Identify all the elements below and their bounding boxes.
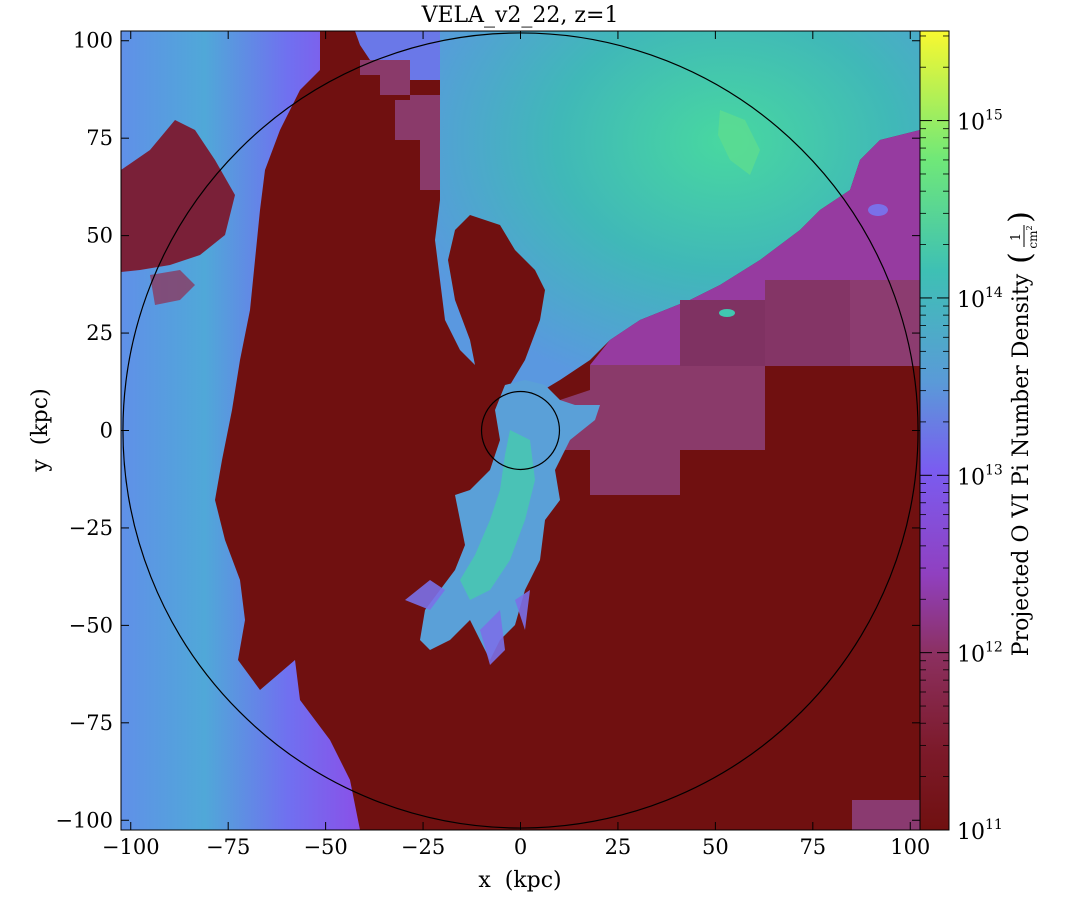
region-bottom-right-block xyxy=(852,800,920,830)
region-bright-streak xyxy=(718,110,760,175)
colorbar-tick-exponent: 12 xyxy=(985,640,1003,656)
colorbar-label-text: Projected O VI Pi Number Density xyxy=(1009,273,1034,656)
colorbar-units-denominator: cm2 xyxy=(1025,225,1040,248)
colorbar-tick-exponent: 14 xyxy=(985,285,1003,301)
colorbar-tick-exponent: 15 xyxy=(985,108,1003,124)
region-left-pocket xyxy=(121,120,235,272)
region-right-block-a xyxy=(850,280,920,366)
y-tick-label: −50 xyxy=(69,613,113,637)
y-tick-label: −100 xyxy=(55,808,113,832)
x-tick-label: −25 xyxy=(401,835,445,859)
x-axis-label: x (kpc) xyxy=(478,868,561,893)
colorbar-tick-label: 1014 xyxy=(957,285,1003,313)
x-axis-ticks: −100 −75 −50 −25 0 25 50 75 100 xyxy=(102,31,930,859)
colorbar-tick-base: 10 xyxy=(957,465,985,490)
colorbar-tick-exponent: 11 xyxy=(985,817,1003,833)
colorbar-tick-label: 1013 xyxy=(957,462,1003,490)
colorbar xyxy=(919,30,950,831)
x-tick-label: 75 xyxy=(799,835,826,859)
colorbar-tick-label: 1011 xyxy=(957,817,1003,845)
colorbar-units-exp: 2 xyxy=(1025,225,1034,230)
region-top-strip xyxy=(355,31,440,80)
y-tick-label: 100 xyxy=(73,29,113,53)
region-right-cgm-blocks xyxy=(560,365,920,495)
y-axis-label: y (kpc) xyxy=(28,388,53,472)
region-right-block-b xyxy=(765,280,850,366)
colorbar-units-cm: cm xyxy=(1026,230,1040,249)
region-upper-right-filament xyxy=(435,31,920,400)
x-tick-label: 50 xyxy=(702,835,729,859)
colorbar-tick-base: 10 xyxy=(957,820,985,845)
colorbar-units-close: ) xyxy=(1003,211,1038,223)
colorbar-tick-label: 1012 xyxy=(957,640,1003,668)
colorbar-tick-base: 10 xyxy=(957,288,985,313)
y-tick-label: 50 xyxy=(86,224,113,248)
y-tick-label: −75 xyxy=(69,711,113,735)
density-image xyxy=(121,31,920,830)
y-tick-label: 75 xyxy=(86,126,113,150)
y-tick-label: 25 xyxy=(86,321,113,345)
region-left-pocket-2 xyxy=(150,270,195,305)
y-tick-label: −25 xyxy=(69,516,113,540)
colorbar-tick-exponent: 13 xyxy=(985,462,1003,478)
colorbar-label: Projected O VI Pi Number Density ( 1 cm2… xyxy=(1003,211,1040,656)
colorbar-units-numerator: 1 xyxy=(1009,233,1024,241)
colorbar-tick-base: 10 xyxy=(957,643,985,668)
x-tick-label: 25 xyxy=(605,835,632,859)
region-blob-a xyxy=(719,309,735,317)
region-top-blocks xyxy=(360,60,440,190)
x-tick-label: 0 xyxy=(514,835,527,859)
region-blob-b xyxy=(868,204,888,216)
x-tick-label: −50 xyxy=(303,835,347,859)
chart-title: VELA_v2_22, z=1 xyxy=(421,3,619,28)
x-tick-label: 100 xyxy=(890,835,930,859)
region-outflow-core xyxy=(460,430,535,600)
y-axis-ticks: −100 −75 −50 −25 0 25 50 75 100 xyxy=(55,29,920,832)
colorbar-tick-label: 1015 xyxy=(957,108,1003,136)
colorbar-tick-base: 10 xyxy=(957,111,985,136)
circle-1 xyxy=(480,390,561,471)
region-outflow-fingers xyxy=(405,580,530,665)
colorbar-units-open: ( xyxy=(1003,252,1038,264)
y-tick-label: 0 xyxy=(100,419,113,443)
x-tick-label: −100 xyxy=(102,835,160,859)
x-tick-label: −75 xyxy=(206,835,250,859)
